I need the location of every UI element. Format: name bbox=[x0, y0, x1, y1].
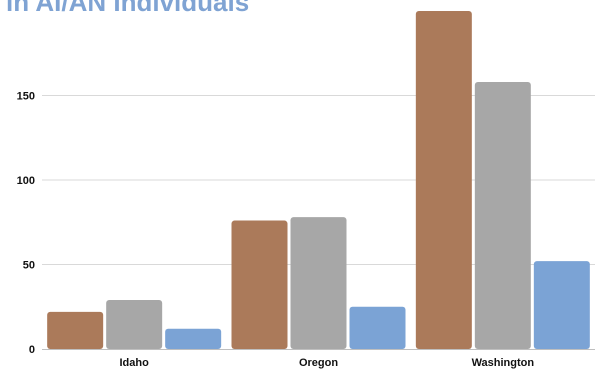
y-tick-label-150: 150 bbox=[17, 91, 35, 103]
x-tick-label-idaho: Idaho bbox=[119, 357, 149, 369]
bar-oregon-series-3 bbox=[349, 306, 406, 349]
x-tick-label-washington: Washington bbox=[472, 357, 535, 369]
y-tick-label-100: 100 bbox=[17, 175, 35, 187]
bar-idaho-series-2 bbox=[106, 299, 163, 349]
bar-idaho-series-1 bbox=[47, 311, 104, 349]
bar-oregon-series-2 bbox=[290, 217, 347, 349]
x-tick-label-oregon: Oregon bbox=[299, 357, 338, 369]
tick-labels: 0 50 100 150 Idaho Oregon Washington bbox=[17, 91, 535, 369]
bar-idaho-series-3 bbox=[165, 328, 222, 349]
bar-washington-series-3 bbox=[533, 261, 590, 349]
bar-washington-series-2 bbox=[474, 81, 531, 349]
bars bbox=[47, 11, 590, 349]
chart-title: in AI/AN Individuals bbox=[6, 0, 250, 17]
bar-oregon-series-1 bbox=[231, 220, 288, 349]
bar-washington-series-1 bbox=[415, 11, 472, 349]
y-tick-label-50: 50 bbox=[23, 260, 35, 272]
y-tick-label-0: 0 bbox=[29, 344, 35, 356]
